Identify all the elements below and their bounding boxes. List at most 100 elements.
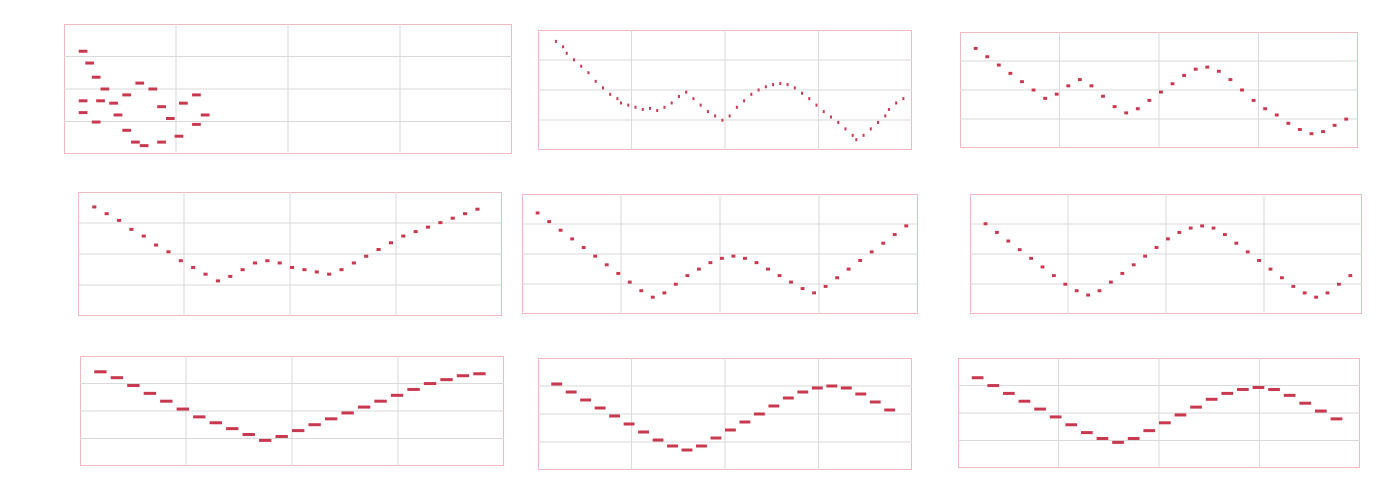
chart-panel-4 [78,192,502,316]
note-mark [1348,274,1353,278]
note-mark [835,276,840,280]
note-mark [122,128,132,132]
chart-svg-4 [78,192,502,316]
chart-panel-9 [958,358,1360,468]
note-mark [127,384,140,388]
note-mark [131,140,140,144]
note-mark [904,224,909,228]
note-mark [475,207,480,211]
chart-svg-3 [960,32,1358,148]
note-mark [987,384,1000,388]
note-mark [423,382,437,386]
note-mark [641,107,644,111]
note-mark [1112,440,1124,444]
note-mark [1109,280,1113,284]
note-mark [1182,73,1187,77]
note-mark [1065,423,1078,427]
note-mark [1159,90,1163,94]
note-mark [1043,96,1048,100]
note-mark [725,428,736,432]
note-mark [92,205,97,209]
note-mark [884,408,896,412]
note-mark [604,263,609,267]
note-mark [1020,80,1024,84]
note-mark [1245,250,1250,254]
note-mark [374,399,387,403]
note-mark [881,241,886,245]
note-mark [1223,233,1227,237]
note-mark [656,109,659,113]
note-mark [1309,132,1314,136]
chart-panel-1 [64,24,512,154]
note-mark [265,259,270,263]
note-mark [757,88,760,92]
note-mark [710,436,722,440]
note-mark [551,382,563,386]
note-mark [862,133,865,137]
note-mark [438,221,443,225]
note-mark [135,81,145,85]
note-mark [157,140,166,144]
note-mark [1193,67,1198,71]
note-mark [129,227,134,231]
note-mark [696,267,701,271]
note-mark [580,398,592,402]
note-mark [148,87,158,91]
note-mark [1205,397,1218,401]
note-mark [558,228,563,232]
note-mark [339,268,344,272]
note-mark [826,384,838,388]
note-mark [1074,289,1079,293]
note-mark [122,93,132,97]
note-mark [1344,117,1349,121]
chart-panel-8 [538,358,912,470]
note-mark [667,444,678,448]
note-mark [743,99,746,103]
note-mark [565,51,568,55]
note-mark [1314,295,1318,299]
note-mark [1135,107,1140,111]
note-mark [192,122,201,126]
chart-svg-9 [958,358,1360,468]
chart-svg-5 [522,194,918,314]
note-mark [327,272,332,276]
note-mark [1251,98,1256,102]
note-mark [782,396,794,400]
note-mark [750,92,753,96]
note-mark [1237,387,1249,391]
note-mark [858,258,863,262]
note-mark [685,90,688,94]
note-mark [104,212,109,216]
note-mark [812,291,816,295]
note-mark [735,105,738,109]
note-mark [681,448,693,452]
note-mark [594,79,597,83]
note-mark [109,101,118,105]
note-mark [708,261,713,265]
note-mark [855,138,858,142]
note-mark [1052,274,1056,278]
note-mark [1063,282,1068,286]
note-mark [252,261,258,265]
note-mark [1154,246,1159,250]
note-mark [728,114,731,118]
note-mark [902,97,905,101]
note-mark [463,212,468,216]
note-mark [1321,130,1325,134]
note-mark [846,267,851,271]
note-mark [1325,291,1330,295]
note-mark [193,415,206,419]
note-mark [96,99,105,103]
note-mark [855,392,867,396]
note-mark [1240,88,1244,92]
note-mark [639,289,644,293]
note-mark [240,268,245,272]
note-mark [364,254,369,258]
note-mark [1216,69,1221,73]
note-mark [302,268,307,272]
note-mark [670,101,673,105]
note-mark [793,86,796,90]
note-mark [78,49,88,53]
note-mark [768,404,780,408]
note-mark [1127,436,1140,440]
